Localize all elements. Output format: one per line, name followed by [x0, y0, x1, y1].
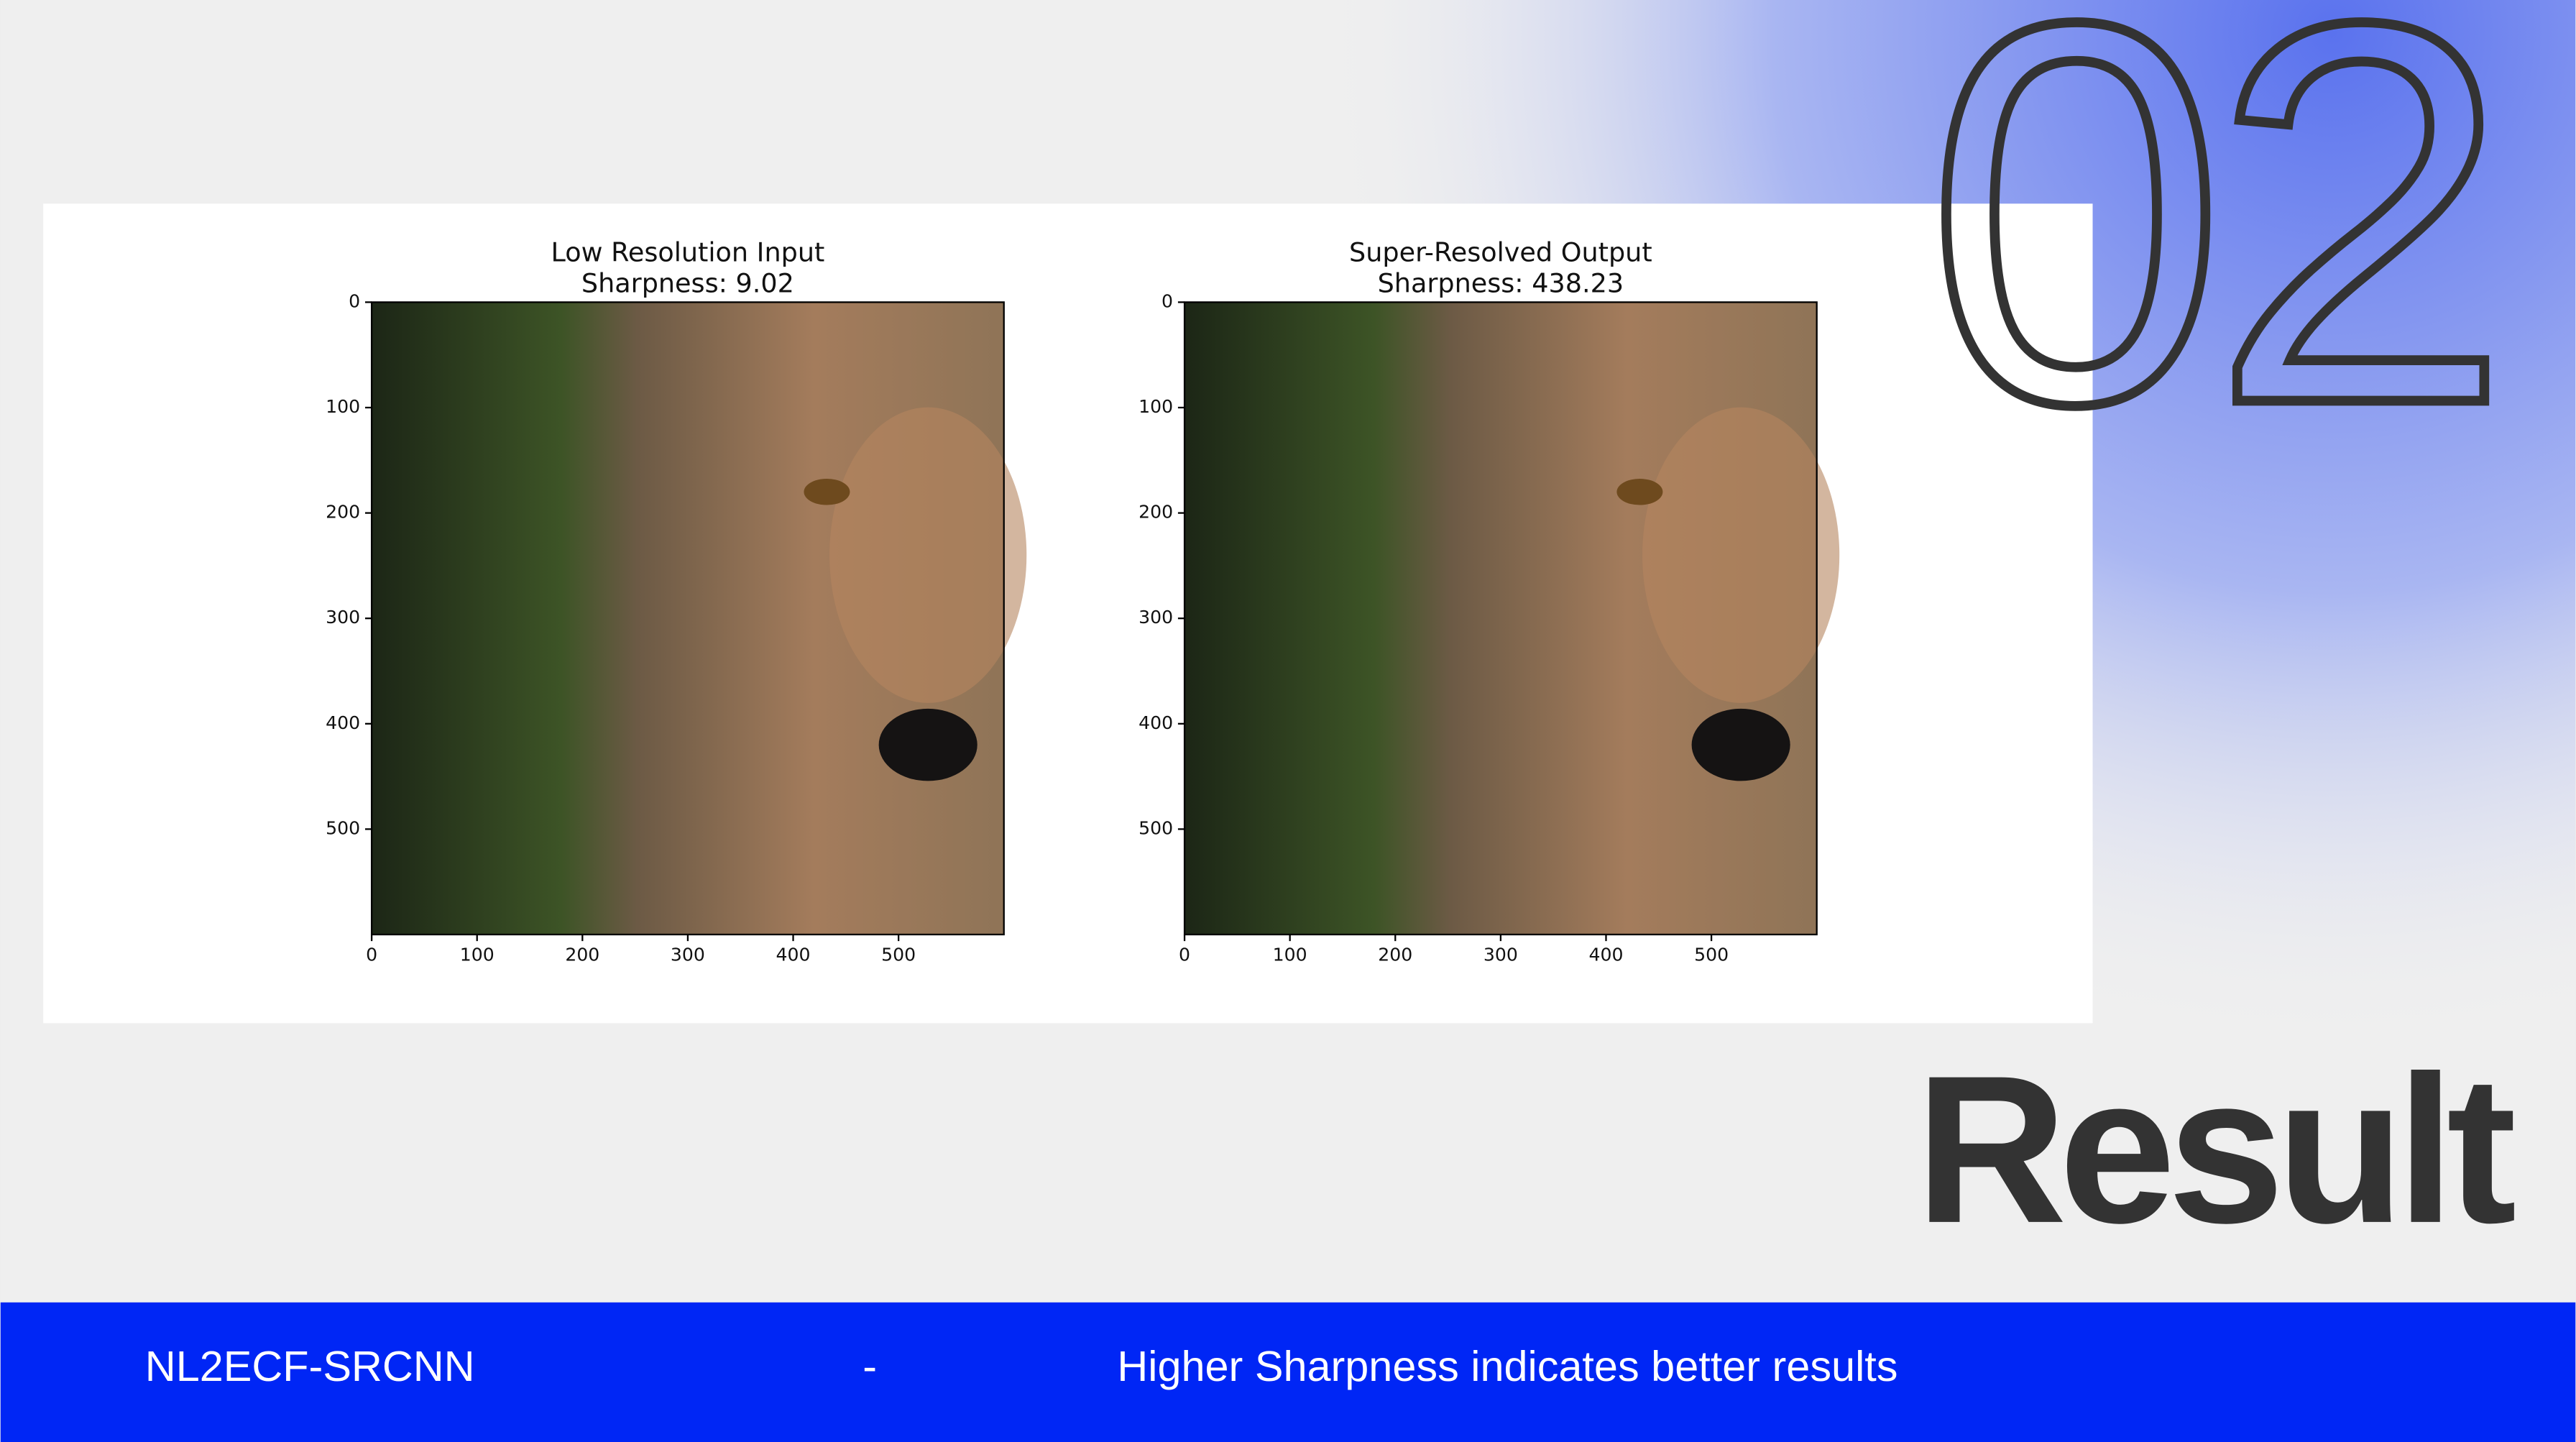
x-tick-label: 100 — [460, 945, 494, 965]
photo-detail — [1691, 708, 1790, 781]
y-tick-label: 200 — [326, 502, 360, 523]
x-tick-label: 500 — [1694, 945, 1729, 965]
y-tick-label: 300 — [1138, 607, 1173, 628]
y-tick-label: 100 — [1138, 396, 1173, 417]
footer-bar — [0, 1302, 2576, 1442]
panel-subtitle: Sharpness: 438.23 — [1378, 268, 1624, 299]
x-tick-label: 0 — [366, 945, 377, 965]
x-tick-label: 200 — [1378, 945, 1412, 965]
photo-detail — [829, 407, 1027, 703]
footer-separator: - — [862, 1342, 877, 1390]
y-tick-label: 500 — [1138, 817, 1173, 838]
footer-left: NL2ECF-SRCNN — [145, 1342, 475, 1390]
slide-heading: Result — [1915, 1032, 2516, 1267]
x-tick-label: 200 — [565, 945, 599, 965]
x-tick-label: 100 — [1273, 945, 1307, 965]
x-tick-label: 300 — [1484, 945, 1518, 965]
photo-detail — [1616, 479, 1663, 505]
y-tick-label: 400 — [326, 712, 360, 733]
x-tick-label: 0 — [1179, 945, 1190, 965]
y-tick-label: 300 — [326, 607, 360, 628]
slide-number: 02 — [1925, 0, 2495, 515]
photo-detail — [878, 708, 978, 781]
panel-subtitle: Sharpness: 9.02 — [581, 268, 794, 299]
panel-title: Low Resolution Input — [551, 236, 825, 267]
x-tick-label: 400 — [1588, 945, 1623, 965]
y-tick-label: 0 — [349, 290, 360, 311]
photo-detail — [1642, 407, 1840, 703]
y-tick-label: 400 — [1138, 712, 1173, 733]
y-tick-label: 100 — [326, 396, 360, 417]
photo-detail — [804, 479, 850, 505]
x-tick-label: 300 — [671, 945, 705, 965]
y-tick-label: 200 — [1138, 502, 1173, 523]
y-tick-label: 0 — [1162, 290, 1173, 311]
x-tick-label: 500 — [881, 945, 916, 965]
x-tick-label: 400 — [776, 945, 811, 965]
panel-title: Super-Resolved Output — [1349, 236, 1652, 267]
footer-right: Higher Sharpness indicates better result… — [1117, 1342, 1898, 1390]
y-tick-label: 500 — [326, 817, 360, 838]
